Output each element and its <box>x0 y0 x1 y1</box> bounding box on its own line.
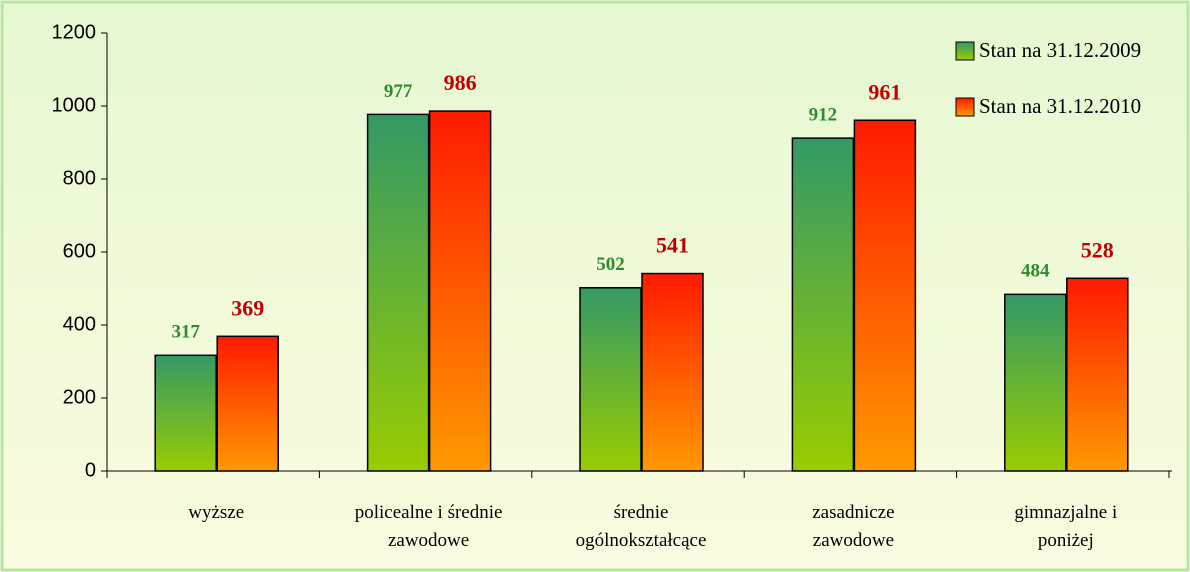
bar <box>428 110 492 472</box>
bar <box>641 272 704 472</box>
x-tick-label: średnie ogólnokształcące <box>575 502 707 551</box>
value-label: 961 <box>868 79 901 104</box>
y-tick-label: 600 <box>63 240 96 262</box>
bar <box>154 354 217 472</box>
legend-label: Stan na 31.12.2010 <box>979 94 1141 118</box>
value-label: 986 <box>444 70 477 95</box>
legend-swatch <box>955 97 975 117</box>
value-label: 528 <box>1081 237 1114 262</box>
y-tick-label: 1200 <box>52 21 97 43</box>
value-label: 502 <box>596 254 625 275</box>
value-label: 317 <box>171 322 200 343</box>
x-tick-label: gimnazjalne i poniżej <box>1014 502 1118 551</box>
bar <box>579 287 642 472</box>
legend-label: Stan na 31.12.2009 <box>979 38 1141 62</box>
y-tick-label: 200 <box>63 386 96 408</box>
value-label: 977 <box>384 81 413 102</box>
bar <box>853 119 917 472</box>
y-tick-label: 800 <box>63 167 96 189</box>
value-label: 541 <box>656 233 689 258</box>
bar <box>366 113 430 472</box>
y-tick-label: 1000 <box>52 94 97 116</box>
x-tick-label: zasadnicze zawodowe <box>812 502 895 551</box>
bar <box>791 137 855 472</box>
bar <box>1004 293 1067 472</box>
bar <box>1066 277 1129 472</box>
x-tick-label: policealne i średnie zawodowe <box>354 502 503 551</box>
y-tick-label: 0 <box>85 459 96 481</box>
value-label: 484 <box>1021 261 1050 282</box>
y-tick-label: 400 <box>63 313 96 335</box>
value-label: 912 <box>809 104 838 125</box>
x-tick-label: wyższe <box>188 502 245 523</box>
value-label: 369 <box>231 295 264 320</box>
legend-swatch <box>955 41 975 61</box>
bar <box>216 335 279 472</box>
